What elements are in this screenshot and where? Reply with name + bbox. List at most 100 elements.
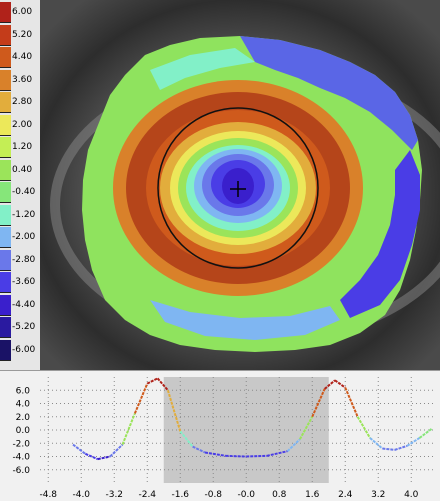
- profile-curve-segment: [246, 454, 267, 458]
- legend-label: 2.00: [12, 119, 33, 130]
- legend-swatch: [0, 294, 11, 316]
- legend-swatch: [0, 2, 11, 23]
- legend-label: -6.00: [12, 344, 36, 355]
- legend-entry: 5.20: [0, 24, 40, 46]
- legend-entry: -4.40: [0, 294, 40, 316]
- map-top-cyan: [150, 48, 255, 90]
- legend-swatch: [0, 249, 11, 271]
- legend-swatch: [0, 317, 11, 338]
- legend-label: 3.60: [12, 74, 33, 85]
- legend-label: -2.00: [12, 232, 36, 242]
- x-tick-label: 1.6: [305, 490, 320, 500]
- y-tick-label: 0.0: [16, 426, 31, 436]
- x-tick-label: 0.8: [272, 490, 287, 500]
- legend-label: -5.20: [12, 322, 36, 332]
- profile-curve-segment: [334, 379, 346, 389]
- profile-curve-segment: [266, 450, 288, 457]
- profile-curve-segment: [72, 443, 86, 455]
- legend-entry: 2.80: [0, 92, 40, 113]
- profile-curve-segment: [394, 444, 408, 451]
- y-tick-label: -4.0: [12, 453, 30, 463]
- legend-swatch: [0, 182, 11, 203]
- legend-label: 5.20: [12, 29, 33, 40]
- legend-entry: -0.40: [0, 182, 40, 203]
- profile-chart-canvas: 6.0 4.0 2.0 0.0 -2.0 -4.0 -6.0 -4.8 -4.0 -3.2 -2.…: [12, 377, 436, 500]
- x-tick-label: 4.0: [404, 490, 419, 500]
- profile-curve-segment: [382, 447, 395, 451]
- y-tick-label: 6.0: [16, 386, 31, 396]
- profile-curve-segment: [369, 437, 384, 450]
- legend-label: 1.20: [12, 142, 33, 152]
- legend-swatch: [0, 114, 11, 136]
- topography-map-canvas: [40, 0, 440, 370]
- color-scale-legend: 6.00 5.20 4.40 3.60 2.80 2.00 1.20 0.40 -0.40 -1.…: [0, 0, 40, 370]
- topography-map[interactable]: [40, 0, 440, 370]
- profile-curve-segment: [84, 452, 99, 461]
- profile-curve-segment: [418, 427, 433, 439]
- profile-y-axis: 6.0 4.0 2.0 0.0 -2.0 -4.0 -6.0: [12, 386, 30, 476]
- profile-x-axis: -4.8 -4.0 -3.2 -2.4 -1.6 -0.8 -0.0 0.8 1.6 2.4 3.2…: [39, 490, 418, 500]
- legend-label: 6.00: [12, 7, 33, 17]
- legend-label: -3.60: [12, 277, 36, 287]
- legend-entry: 6.00: [0, 2, 40, 23]
- y-tick-label: 4.0: [16, 400, 31, 410]
- legend-entry: -5.20: [0, 317, 40, 338]
- x-tick-label: -3.2: [105, 490, 123, 500]
- legend-swatch: [0, 47, 11, 68]
- legend-entry: 1.20: [0, 137, 40, 158]
- legend-label: 4.40: [12, 52, 33, 62]
- profile-curve-segment: [225, 454, 247, 458]
- x-tick-label: 3.2: [371, 490, 385, 500]
- profile-curve-segment: [179, 430, 194, 448]
- legend-swatch: [0, 159, 11, 181]
- profile-curve-segment: [121, 413, 136, 445]
- profile-curve: [72, 377, 433, 461]
- profile-grid: [40, 377, 436, 483]
- profile-curve-segment: [166, 389, 182, 432]
- profile-curve-segment: [286, 438, 301, 452]
- x-tick-label: -4.8: [39, 490, 57, 500]
- profile-curve-segment: [298, 416, 314, 440]
- profile-curve-segment: [323, 379, 336, 390]
- profile-curve-segment: [133, 383, 149, 414]
- legend-swatch: [0, 137, 11, 158]
- legend-entry: 2.00: [0, 114, 40, 136]
- legend-label: -2.80: [12, 254, 36, 265]
- profile-curve-segment: [97, 455, 111, 461]
- x-tick-label: -1.6: [171, 490, 189, 500]
- x-tick-label: -0.8: [204, 490, 222, 500]
- legend-swatch: [0, 227, 11, 248]
- legend-entry: -6.00: [0, 339, 40, 361]
- x-tick-label: -0.0: [237, 490, 255, 500]
- legend-swatch: [0, 204, 11, 226]
- profile-curve-segment: [192, 445, 206, 454]
- legend-label: -1.20: [12, 209, 36, 220]
- x-tick-label: -2.4: [138, 490, 156, 500]
- map-upper-right-blue: [240, 36, 418, 150]
- profile-curve-segment: [406, 437, 421, 447]
- legend-swatch: [0, 92, 11, 113]
- y-tick-label: -6.0: [12, 466, 30, 476]
- legend-entry: -3.60: [0, 272, 40, 293]
- profile-curve-segment: [311, 388, 326, 418]
- legend-swatch: [0, 272, 11, 293]
- legend-label: 2.80: [12, 97, 33, 107]
- map-lower-blue: [150, 300, 340, 340]
- map-right-blue: [340, 150, 420, 318]
- profile-curve-segment: [344, 387, 359, 418]
- legend-entry: 4.40: [0, 47, 40, 68]
- legend-label: -4.40: [12, 299, 36, 310]
- x-tick-label: 2.4: [338, 490, 353, 500]
- legend-swatch: [0, 339, 11, 361]
- profile-curve-segment: [156, 377, 169, 391]
- profile-chart[interactable]: 6.0 4.0 2.0 0.0 -2.0 -4.0 -6.0 -4.8 -4.0 -3.2 -2.…: [0, 370, 440, 501]
- profile-curve-segment: [356, 416, 371, 439]
- x-tick-label: -4.0: [72, 490, 90, 500]
- profile-curve-segment: [204, 451, 226, 457]
- legend-label: 0.40: [12, 164, 33, 175]
- legend-entry: -1.20: [0, 204, 40, 226]
- y-tick-label: -2.0: [12, 439, 30, 449]
- legend-label: -0.40: [12, 187, 36, 197]
- y-tick-label: 2.0: [16, 413, 31, 423]
- profile-curve-segment: [146, 377, 159, 385]
